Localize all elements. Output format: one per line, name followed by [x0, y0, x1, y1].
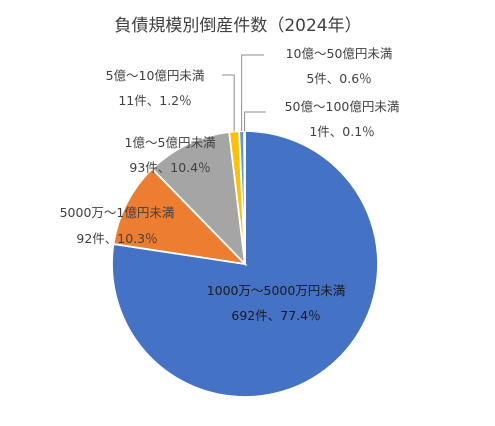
pie-slice-2	[112, 167, 248, 266]
leader-lines	[222, 54, 266, 132]
leader-line-4	[222, 74, 235, 132]
slice-label-category-1: 1000万～5000万円未満	[207, 283, 346, 298]
slice-label-value-6: 1件、0.1％	[309, 124, 374, 139]
leader-line-6	[244, 111, 266, 132]
slice-label-value-1: 692件、77.4％	[231, 308, 320, 323]
slice-label-value-4: 11件、1.2％	[118, 93, 191, 108]
chart-title: 負債規模別倒産件数（2024年）	[114, 16, 361, 36]
slice-label-category-3: 1億～5億円未満	[125, 135, 216, 150]
slice-label-value-3: 93件、10.4％	[129, 160, 210, 175]
slice-label-category-2: 5000万～1億円未満	[60, 205, 175, 220]
slice-label-category-4: 5億～10億円未満	[106, 68, 205, 83]
slice-label-value-2: 92件、10.3％	[76, 231, 157, 246]
leader-line-5	[241, 54, 264, 132]
pie-slice-3	[150, 130, 247, 267]
slice-label-category-6: 50億～100億円未満	[285, 99, 400, 114]
slice-label-category-5: 10億～50億円未満	[286, 46, 393, 61]
pie-slice-6	[243, 130, 246, 265]
slice-label-value-5: 5件、0.6％	[306, 71, 371, 86]
slice-labels: 1000万～5000万円未満 692件、77.4％ 5000万～1億円未満 92件、1…	[60, 46, 400, 323]
